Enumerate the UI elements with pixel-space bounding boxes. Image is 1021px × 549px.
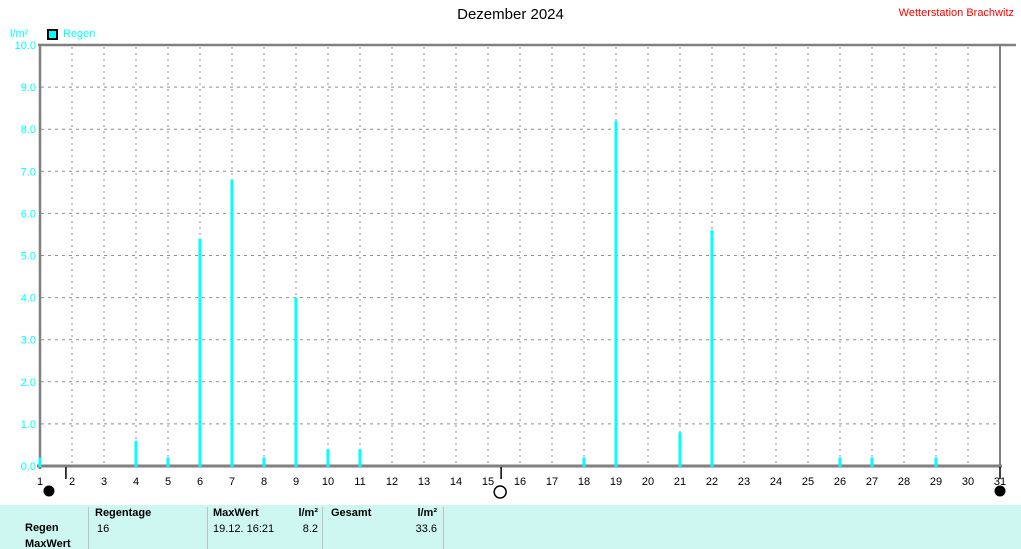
value-maxwert-datetime: 19.12. 16:21 xyxy=(213,523,275,535)
x-tick-label: 14 xyxy=(450,476,462,488)
y-tick-label: 3.0 xyxy=(21,335,36,347)
x-tick-label: 29 xyxy=(930,476,942,488)
table-divider xyxy=(207,507,208,549)
x-tick-label: 31 xyxy=(994,476,1006,488)
legend: Regen xyxy=(47,28,95,40)
rain-bar-day-11 xyxy=(358,449,362,467)
x-tick-label: 4 xyxy=(133,476,139,488)
y-tick-label: 10.0 xyxy=(15,40,36,52)
x-tick-label: 10 xyxy=(322,476,334,488)
rain-bar-day-26 xyxy=(838,457,842,467)
x-tick-label: 30 xyxy=(962,476,974,488)
header-maxwert-unit: l/m² xyxy=(298,507,318,519)
row-label-maxwert: MaxWert xyxy=(25,538,71,549)
rain-bar-day-22 xyxy=(710,230,714,467)
x-tick-label: 1 xyxy=(37,476,43,488)
y-tick-label: 8.0 xyxy=(21,124,36,136)
value-gesamt: 33.6 xyxy=(415,523,437,535)
y-tick-label: 7.0 xyxy=(21,166,36,178)
x-tick-label: 7 xyxy=(229,476,235,488)
value-regentage: 16 xyxy=(97,523,110,535)
x-tick-label: 15 xyxy=(482,476,494,488)
rain-bar-day-9 xyxy=(294,297,298,467)
full-moon-icon xyxy=(493,485,507,499)
y-tick-label: 1.0 xyxy=(21,419,36,431)
rain-bar-day-4 xyxy=(134,440,138,467)
x-tick-label: 9 xyxy=(293,476,299,488)
x-tick-label: 25 xyxy=(802,476,814,488)
x-tick-label: 26 xyxy=(834,476,846,488)
new-moon-icon xyxy=(43,485,55,497)
rain-bar-day-19 xyxy=(614,120,618,467)
header-gesamt: Gesamt xyxy=(331,507,372,519)
rain-bar-day-21 xyxy=(678,432,682,467)
x-tick-label: 28 xyxy=(898,476,910,488)
legend-label-regen: Regen xyxy=(63,28,96,40)
rain-bar-day-5 xyxy=(166,457,170,467)
y-tick-label: 5.0 xyxy=(21,251,36,263)
x-tick-label: 6 xyxy=(197,476,203,488)
x-tick-label: 23 xyxy=(738,476,750,488)
x-tick-label: 20 xyxy=(642,476,654,488)
rain-bar-day-1 xyxy=(38,457,42,467)
header-regentage: Regentage xyxy=(95,507,152,519)
table-divider xyxy=(443,507,444,549)
value-maxwert: 8.2 xyxy=(302,523,318,535)
x-tick-label: 19 xyxy=(610,476,622,488)
x-tick-label: 11 xyxy=(354,476,365,488)
legend-swatch-regen-icon xyxy=(47,28,58,40)
x-tick-label: 22 xyxy=(706,476,718,488)
y-tick-label: 4.0 xyxy=(21,293,36,305)
rain-bar-day-18 xyxy=(582,457,586,467)
x-tick-label: 16 xyxy=(514,476,526,488)
table-divider xyxy=(88,507,89,549)
x-tick-label: 21 xyxy=(674,476,686,488)
y-tick-label: 0.0 xyxy=(21,461,36,473)
chart-title: Dezember 2024 xyxy=(457,6,564,23)
x-tick-label: 2 xyxy=(69,476,75,488)
x-tick-label: 12 xyxy=(386,476,398,488)
rain-bar-day-8 xyxy=(262,457,266,467)
x-tick-label: 18 xyxy=(578,476,590,488)
x-tick-label: 13 xyxy=(418,476,430,488)
rain-bar-chart: 0.01.02.03.04.05.06.07.08.09.010.01 2 3 4 5 6… xyxy=(15,40,1016,499)
x-tick-label: 8 xyxy=(261,476,267,488)
x-tick-label: 17 xyxy=(546,476,558,488)
y-tick-label: 2.0 xyxy=(21,377,36,389)
header-gesamt-unit: l/m² xyxy=(417,507,437,519)
table-divider xyxy=(322,507,323,549)
summary-table: Regen MaxWert Regentage 16 MaxWert l/m² … xyxy=(0,505,1021,549)
new-moon-icon xyxy=(994,485,1006,497)
x-tick-label: 3 xyxy=(101,476,107,488)
rain-bar-day-7 xyxy=(230,179,234,467)
row-label-regen: Regen xyxy=(25,522,59,534)
y-tick-label: 6.0 xyxy=(21,208,36,220)
station-name: Wetterstation Brachwitz xyxy=(898,7,1014,19)
x-tick-label: 24 xyxy=(770,476,782,488)
y-tick-label: 9.0 xyxy=(21,82,36,94)
rain-bar-day-27 xyxy=(870,457,874,467)
y-axis-unit-label: l/m² xyxy=(10,28,29,40)
rain-bar-day-6 xyxy=(198,238,202,467)
header-maxwert: MaxWert xyxy=(213,507,259,519)
x-tick-label: 27 xyxy=(866,476,878,488)
x-tick-label: 5 xyxy=(165,476,171,488)
rain-bar-day-10 xyxy=(326,449,330,467)
rain-bar-day-29 xyxy=(934,457,938,467)
